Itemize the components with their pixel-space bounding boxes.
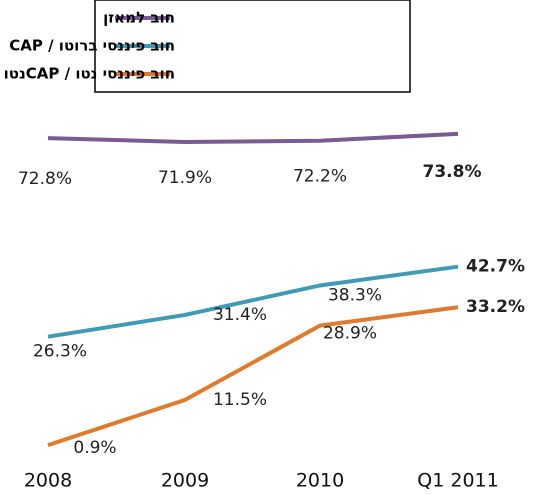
data-label: 0.9%	[73, 438, 116, 458]
data-label: 73.8%	[423, 162, 482, 182]
data-label: 72.8%	[18, 169, 72, 189]
data-label: 42.7%	[466, 257, 525, 277]
x-tick-label: 2008	[24, 470, 72, 492]
data-label: 71.9%	[158, 168, 212, 188]
legend-label: חוב למאזן	[103, 9, 175, 27]
legend-label: חוב פיננסי ברוטו / CAP	[9, 37, 175, 55]
data-label: 28.9%	[323, 324, 377, 344]
data-label: 38.3%	[328, 285, 382, 305]
data-label: 26.3%	[33, 342, 87, 362]
x-tick-label: Q1 2011	[417, 470, 498, 492]
x-tick-label: 2010	[296, 470, 344, 492]
x-tick-label: 2009	[161, 470, 209, 492]
data-label: 33.2%	[466, 297, 525, 317]
legend-label: חוב פיננסי נטו / CAPנטו	[4, 65, 175, 83]
line	[47, 264, 459, 339]
data-label: 72.2%	[293, 167, 347, 187]
line	[47, 305, 459, 448]
data-label: 11.5%	[213, 390, 267, 410]
data-label: 31.4%	[213, 305, 267, 325]
line	[47, 131, 459, 144]
